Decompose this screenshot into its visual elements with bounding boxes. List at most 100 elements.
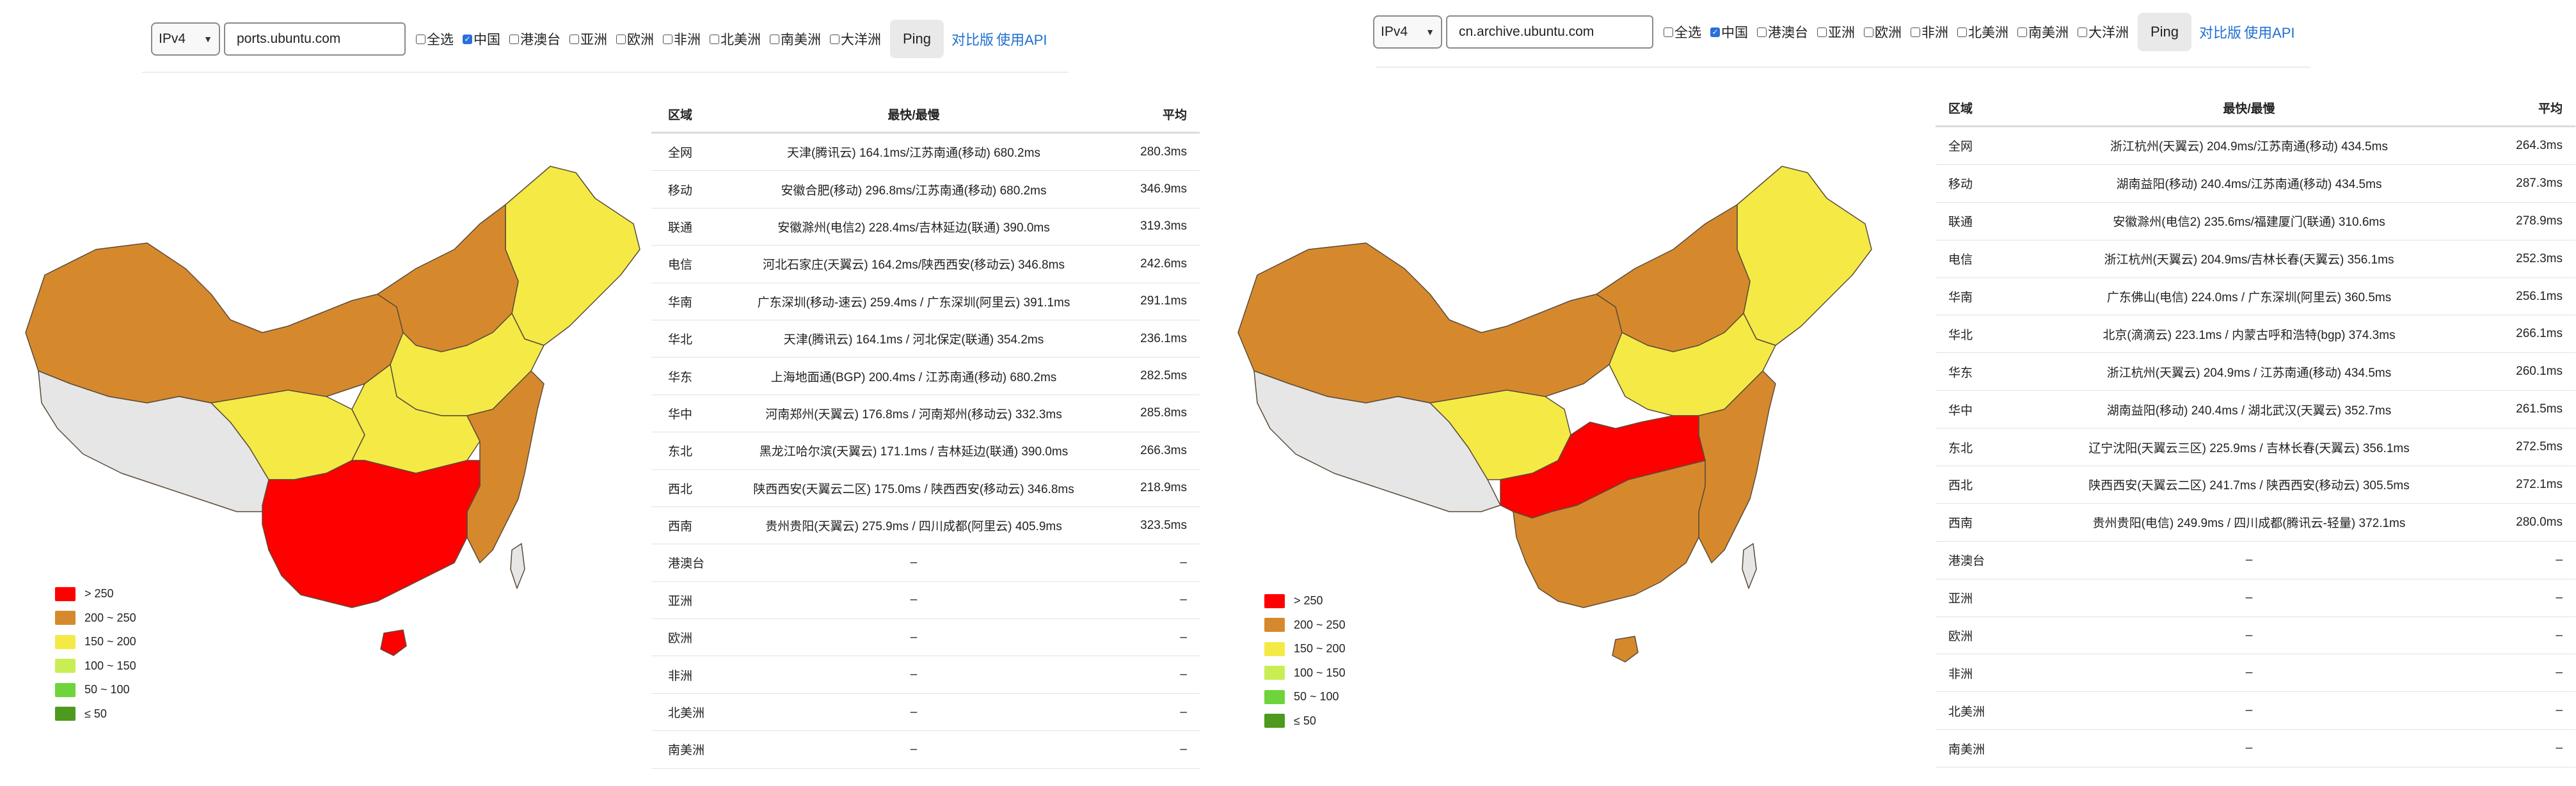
cell-avg: 218.9ms <box>1140 481 1187 495</box>
checkbox-icon[interactable] <box>1957 27 1967 37</box>
region-checkbox[interactable]: 港澳台 <box>509 29 561 49</box>
checkbox-icon[interactable] <box>1911 27 1920 37</box>
cell-fast-slow: 安徽合肥(移动) 296.8ms/江苏南通(移动) 680.2ms <box>781 184 1047 198</box>
checkbox-icon[interactable] <box>416 34 425 44</box>
cell-avg: 285.8ms <box>1140 406 1187 420</box>
checkbox-icon[interactable] <box>1757 27 1767 37</box>
checkbox-icon[interactable] <box>1864 27 1873 37</box>
compare-link[interactable]: 对比版 <box>2199 25 2242 41</box>
region-checkbox[interactable]: 北美洲 <box>1957 22 2008 42</box>
legend-label: 100 ~ 150 <box>84 659 136 672</box>
table-row: 西南 贵州贵阳(电信) 249.9ms / 四川成都(腾讯云-轻量) 372.1m… <box>1936 504 2575 542</box>
region-checkbox[interactable]: ✓ 中国 <box>463 29 500 49</box>
cell-avg: 323.5ms <box>1140 518 1187 532</box>
protocol-select[interactable]: IPv4 ▼ <box>1373 15 1442 49</box>
legend-swatch <box>1264 618 1285 633</box>
region-checkbox-label: 北美洲 <box>720 33 761 47</box>
checkbox-icon[interactable] <box>616 34 626 44</box>
region-checkbox-label: 南美洲 <box>2028 26 2069 40</box>
cell-avg: 280.3ms <box>1140 145 1187 159</box>
china-latency-map <box>25 166 640 656</box>
region-checkbox[interactable]: 欧洲 <box>616 29 654 49</box>
cell-region: 西北 <box>1948 479 1973 493</box>
checkbox-icon[interactable] <box>509 34 519 44</box>
protocol-select[interactable]: IPv4 ▼ <box>151 22 220 56</box>
table-row: 华中 河南郑州(天翼云) 176.8ms / 河南郑州(移动云) 332.3ms 2… <box>651 395 1200 433</box>
region-checkbox-label: 亚洲 <box>1828 26 1855 40</box>
table-row: 欧洲 – – <box>1936 617 2575 655</box>
col-header-avg: 平均 <box>1162 108 1187 122</box>
checkbox-icon[interactable] <box>710 34 719 44</box>
col-header-fast-slow: 最快/最慢 <box>887 108 940 122</box>
api-link[interactable]: 使用API <box>996 32 1047 48</box>
cell-region: 港澳台 <box>668 557 705 571</box>
cell-fast-slow: 湖南益阳(移动) 240.4ms / 湖北武汉(天翼云) 352.7ms <box>2106 404 2392 418</box>
legend-label: > 250 <box>84 587 114 601</box>
map-region-northwest <box>25 242 404 404</box>
cell-region: 非洲 <box>1948 667 1973 681</box>
region-checkbox[interactable]: 亚洲 <box>1817 22 1855 42</box>
cell-avg: – <box>2556 703 2563 718</box>
ping-button[interactable]: Ping <box>890 20 944 58</box>
cell-avg: 287.3ms <box>2516 176 2563 190</box>
table-body: 全网 天津(腾讯云) 164.1ms/江苏南通(移动) 680.2ms 280.3m… <box>651 134 1200 769</box>
region-checkbox-label: 中国 <box>1721 26 1748 40</box>
cell-avg: – <box>1180 742 1187 756</box>
table-row: 欧洲 – – <box>651 619 1200 657</box>
checkbox-icon[interactable] <box>1817 27 1827 37</box>
map-region-hainan <box>1612 636 1639 663</box>
checkbox-icon[interactable] <box>770 34 779 44</box>
map-legend: > 250 200 ~ 250 150 ~ 200 100 ~ 150 50 ~ 100… <box>1264 589 1346 733</box>
table-row: 华东 上海地面通(BGP) 200.4ms / 江苏南通(移动) 680.2ms 2… <box>651 358 1200 395</box>
region-checkbox[interactable]: 亚洲 <box>569 29 607 49</box>
cell-region: 华南 <box>668 295 693 310</box>
compare-link[interactable]: 对比版 <box>951 32 994 48</box>
host-input-value: ports.ubuntu.com <box>237 31 341 46</box>
region-checkbox[interactable]: 大洋洲 <box>830 29 881 49</box>
checkbox-icon[interactable] <box>1664 27 1673 37</box>
checkbox-icon[interactable] <box>663 34 672 44</box>
checkbox-icon[interactable] <box>2078 27 2087 37</box>
api-link[interactable]: 使用API <box>2244 25 2295 41</box>
cell-fast-slow: 湖南益阳(移动) 240.4ms/江苏南通(移动) 434.5ms <box>2116 178 2382 192</box>
region-checkbox[interactable]: 非洲 <box>663 29 701 49</box>
cell-region: 西北 <box>668 482 693 496</box>
host-input[interactable]: ports.ubuntu.com <box>224 22 406 56</box>
region-checkbox[interactable]: 非洲 <box>1911 22 1948 42</box>
region-checkbox[interactable]: ✓ 中国 <box>1710 22 1748 42</box>
legend-label: 200 ~ 250 <box>84 611 136 624</box>
region-checkbox[interactable]: 南美洲 <box>770 29 821 49</box>
region-checkbox[interactable]: 南美洲 <box>2017 22 2069 42</box>
cell-region: 东北 <box>668 445 693 459</box>
host-input[interactable]: cn.archive.ubuntu.com <box>1446 15 1653 49</box>
cell-region: 西南 <box>1948 517 1973 531</box>
checkbox-icon[interactable] <box>2017 27 2027 37</box>
region-checkbox-label: 大洋洲 <box>2088 26 2129 40</box>
region-checkbox[interactable]: 欧洲 <box>1864 22 1902 42</box>
region-checkbox-label: 全选 <box>427 33 454 47</box>
region-checkbox-label: 中国 <box>473 33 500 47</box>
cell-fast-slow: 天津(腾讯云) 164.1ms/江苏南通(移动) 680.2ms <box>787 146 1040 161</box>
legend-item: 150 ~ 200 <box>1264 637 1346 661</box>
cell-region: 电信 <box>668 258 693 272</box>
legend-label: ≤ 50 <box>1294 714 1316 727</box>
checkbox-icon[interactable] <box>569 34 579 44</box>
cell-region: 欧洲 <box>668 632 693 646</box>
checkbox-checked-icon[interactable]: ✓ <box>463 34 472 44</box>
cell-fast-slow: 上海地面通(BGP) 200.4ms / 江苏南通(移动) 680.2ms <box>770 370 1057 384</box>
checkbox-icon[interactable] <box>830 34 839 44</box>
region-checkbox[interactable]: 北美洲 <box>710 29 761 49</box>
legend-item: 100 ~ 150 <box>1264 661 1346 686</box>
region-checkbox[interactable]: 全选 <box>416 29 454 49</box>
checkbox-checked-icon[interactable]: ✓ <box>1710 27 1720 37</box>
region-checkbox[interactable]: 港澳台 <box>1757 22 1808 42</box>
region-checkbox[interactable]: 大洋洲 <box>2078 22 2129 42</box>
ping-button[interactable]: Ping <box>2138 13 2192 51</box>
cell-region: 移动 <box>668 184 693 198</box>
region-checkbox-label: 港澳台 <box>1768 26 1808 40</box>
map-region-east <box>466 370 545 563</box>
cell-fast-slow: – <box>910 705 918 719</box>
region-checkbox[interactable]: 全选 <box>1664 22 1701 42</box>
legend-item: > 250 <box>1264 589 1346 613</box>
ping-panel-right: IPv4 ▼ cn.archive.ubuntu.com 全选 ✓ 中国 港澳台 亚洲欧… <box>1232 0 2576 786</box>
